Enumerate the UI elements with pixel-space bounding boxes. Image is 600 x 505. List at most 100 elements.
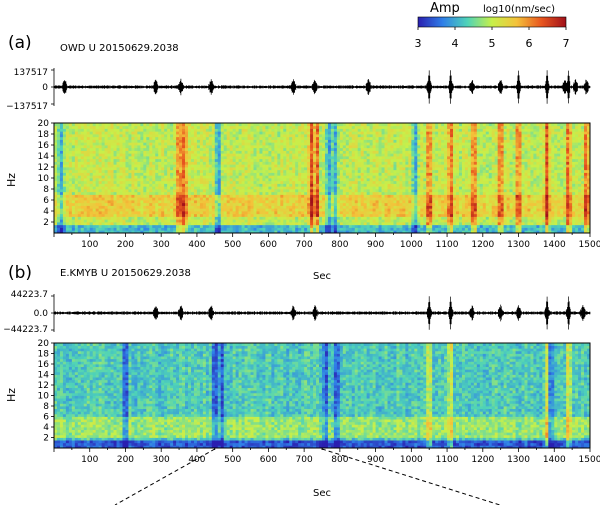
spectrogram-cell (357, 230, 362, 234)
spectrogram-cell (208, 200, 213, 204)
spectrogram-cell (423, 205, 427, 209)
spectrogram-cell (354, 211, 359, 215)
spectrogram-cell (199, 131, 204, 135)
spectrogram-cell (125, 208, 129, 212)
spectrogram-cell (131, 211, 135, 215)
spectrogram-cell (185, 131, 189, 135)
spectrogram-cell (274, 169, 278, 173)
spectrogram-cell (125, 164, 129, 168)
spectrogram-cell (185, 175, 189, 179)
spectrogram-cell (336, 189, 341, 193)
spectrogram-cell (170, 172, 174, 176)
spectrogram-cell (247, 197, 251, 201)
spectrogram-cell (378, 194, 382, 198)
spectrogram-cell (399, 161, 403, 165)
spectrogram-cell (95, 230, 100, 234)
spectrogram-cell (363, 186, 368, 190)
spectrogram-cell (295, 219, 299, 223)
spectrogram-cell (292, 186, 296, 190)
spectrogram-cell (301, 216, 305, 220)
spectrogram-cell (137, 222, 141, 226)
spectrogram-cell (360, 150, 365, 154)
spectrogram-cell (128, 150, 132, 154)
spectrogram-cell (339, 156, 344, 160)
spectrogram-cell (354, 172, 359, 176)
spectrogram-cell (351, 169, 356, 173)
spectrogram-cell (193, 175, 198, 179)
spectrogram-cell (405, 156, 409, 160)
spectrogram-cell (271, 123, 275, 127)
spectrogram-cell (223, 227, 228, 231)
spectrogram-cell (295, 224, 299, 228)
spectrogram-cell (244, 175, 248, 179)
spectrogram-cell (271, 211, 275, 215)
spectrogram-cell (122, 142, 126, 146)
spectrogram-cell (345, 147, 350, 151)
spectrogram-cell (220, 213, 225, 217)
spectrogram-cell (170, 131, 174, 135)
spectrogram-cell (226, 158, 231, 162)
spectrogram-cell (68, 202, 73, 206)
spectrogram-cell (161, 197, 165, 201)
spectrogram-cell (119, 211, 123, 215)
spectrogram-cell (238, 156, 242, 160)
spectrogram-cell (223, 167, 228, 171)
spectrogram-cell (56, 191, 61, 195)
spectrogram-cell (95, 123, 100, 127)
spectrogram-cell (226, 219, 231, 223)
spectrogram-cell (167, 200, 171, 204)
spectrogram-cell (319, 156, 323, 160)
spectrogram-cell (98, 213, 103, 217)
spectrogram-cell (104, 205, 108, 209)
spectrogram-cell (208, 178, 213, 182)
spectrogram-cell (155, 123, 159, 127)
spectrogram-cell (86, 197, 91, 201)
spectrogram-cells (54, 123, 591, 234)
spectrogram-cell (289, 224, 293, 228)
spectrogram-cell (417, 208, 421, 212)
spectrogram-cell (241, 139, 245, 143)
spectrogram-cell (98, 227, 103, 231)
spectrogram-cell (310, 197, 314, 201)
spectrogram-cell (155, 222, 159, 226)
spectrogram-cell (342, 156, 347, 160)
spectrogram-cell (83, 200, 88, 204)
spectrogram-cell (324, 219, 329, 223)
spectrogram-cell (304, 167, 308, 171)
spectrogram-cell (116, 200, 120, 204)
spectrogram-cell (241, 167, 245, 171)
spectrogram-cell (59, 197, 64, 201)
spectrogram-cell (319, 222, 323, 226)
spectrogram-cell (125, 200, 129, 204)
spectrogram-cell (128, 167, 132, 171)
spectrogram-cell (396, 175, 400, 179)
spectrogram-cell (262, 208, 266, 212)
spectrogram-cell (345, 208, 350, 212)
spectrogram-cell (179, 222, 183, 226)
spectrogram-cell (140, 125, 144, 129)
spectrogram-cell (363, 153, 368, 157)
spectrogram-cell (363, 194, 368, 198)
spectrogram-cell (176, 147, 180, 151)
spectrogram-cell (134, 200, 138, 204)
spectrogram-cell (149, 227, 153, 231)
spectrogram-cell (345, 175, 350, 179)
spectrogram-cell (268, 125, 272, 129)
spectrogram-cell (116, 213, 120, 217)
spectrogram-cell (298, 219, 302, 223)
spectrogram-cell (62, 167, 67, 171)
spectrogram-cell (190, 169, 195, 173)
spectrogram-cell (274, 156, 278, 160)
spectrogram-cell (292, 180, 296, 184)
spectrogram-cell (86, 156, 91, 160)
spectrogram-cell (131, 189, 135, 193)
spectrogram-cell (250, 211, 254, 215)
spectrogram-cell (354, 164, 359, 168)
spectrogram-cell (68, 211, 73, 215)
spectrogram-cell (229, 178, 234, 182)
spectrogram-cell (253, 219, 257, 223)
spectrogram-cell (110, 197, 114, 201)
spectrogram-cell (143, 211, 147, 215)
spectrogram-cell (298, 156, 302, 160)
spectrogram-cell (259, 134, 263, 138)
